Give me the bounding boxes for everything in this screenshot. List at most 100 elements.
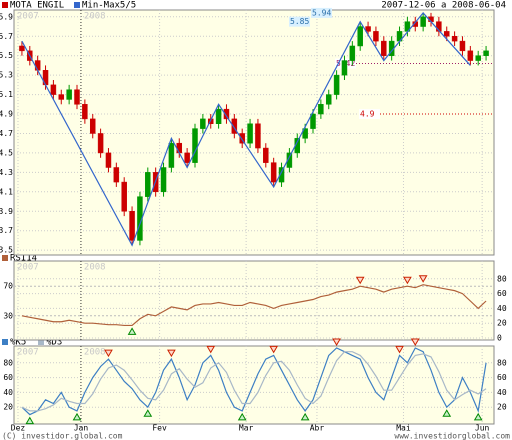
candle-body xyxy=(82,104,88,120)
candle-body xyxy=(278,167,285,183)
candle-body xyxy=(373,31,379,42)
candle-body xyxy=(176,142,183,154)
candle-body xyxy=(318,104,324,115)
series-line xyxy=(21,351,487,412)
candle-body xyxy=(89,118,96,134)
x-tick-label: Fev xyxy=(152,424,167,433)
x-tick-label: Dez xyxy=(11,424,26,433)
candle-body xyxy=(381,40,387,56)
candle-body xyxy=(255,123,261,149)
y-tick-label: 60 xyxy=(3,373,13,382)
level-label: 70 xyxy=(3,282,13,291)
x-tick-label: Mai xyxy=(396,424,411,433)
legend-swatch xyxy=(38,339,44,345)
y-tick-label: 0 xyxy=(497,334,502,343)
candle-body xyxy=(341,60,348,76)
candle-body xyxy=(475,55,481,61)
candle-body xyxy=(223,108,230,120)
candle-body xyxy=(50,84,57,95)
series-line xyxy=(21,284,487,327)
candle-body xyxy=(420,16,426,27)
candle-body xyxy=(286,152,293,168)
candle-body xyxy=(200,118,206,129)
buy-signal xyxy=(127,327,137,335)
panel-background xyxy=(13,345,495,425)
candle-body xyxy=(443,31,450,37)
sell-signal xyxy=(104,349,113,358)
candle-body xyxy=(349,45,356,61)
sell-signal xyxy=(403,276,412,285)
y-tick-label: 5.1 xyxy=(0,90,13,99)
legend-label: RSI14 xyxy=(10,254,37,264)
y-tick-label: 80 xyxy=(497,358,507,367)
y-tick-label: 60 xyxy=(497,373,507,382)
candle-body xyxy=(215,108,222,124)
candle-body xyxy=(145,172,151,197)
candle-body xyxy=(129,211,135,241)
year-label: 2008 xyxy=(84,12,106,22)
y-tick-label: 20 xyxy=(3,403,13,412)
legend-swatch xyxy=(2,255,8,261)
candle-body xyxy=(325,94,332,105)
buy-signal xyxy=(300,412,310,421)
candle-body xyxy=(365,26,371,32)
chart-title: MOTA ENGIL xyxy=(10,1,64,11)
candle-body xyxy=(58,94,65,100)
year-label: 2007 xyxy=(17,12,39,22)
panel-background xyxy=(13,260,495,341)
candle-body xyxy=(184,152,190,163)
y-tick-label: 5.3 xyxy=(0,71,13,80)
sell-signal xyxy=(206,345,216,354)
y-tick-label: 4.5 xyxy=(0,148,13,157)
candle-body xyxy=(270,162,277,183)
legend-label: %D3 xyxy=(46,338,62,348)
sell-signal xyxy=(418,275,428,283)
sell-signal xyxy=(269,345,279,354)
sell-signal xyxy=(410,338,420,346)
buy-signal xyxy=(143,409,153,417)
y-tick-label: 3.9 xyxy=(0,207,13,216)
level-label: 30 xyxy=(3,311,13,320)
zigzag-line xyxy=(21,11,471,247)
buy-signal xyxy=(72,412,82,421)
sell-signal xyxy=(332,338,341,346)
candle-body xyxy=(357,26,363,47)
level-box xyxy=(359,109,380,120)
level-box xyxy=(289,16,310,27)
candle-body xyxy=(459,40,466,52)
legend-swatch xyxy=(74,2,80,8)
legend-swatch xyxy=(2,2,8,8)
sell-signal xyxy=(167,349,176,358)
level-label: 4.9 xyxy=(360,110,375,119)
x-tick-label: Abr xyxy=(310,424,325,433)
candle-body xyxy=(436,21,442,32)
panel-background xyxy=(13,9,495,256)
y-tick-label: 40 xyxy=(497,304,507,313)
candle-body xyxy=(105,152,112,168)
legend-label: %K5 xyxy=(10,338,26,348)
chart-subtitle: 2007-12-06 a 2008-06-04 xyxy=(381,1,506,11)
buy-signal xyxy=(25,416,35,425)
candle-body xyxy=(263,147,269,163)
year-label: 2008 xyxy=(84,263,106,273)
candle-body xyxy=(239,133,245,144)
candle-body xyxy=(231,118,238,134)
y-tick-label: 4.1 xyxy=(0,187,13,196)
footer-right: www.investidorglobal.com xyxy=(394,432,510,440)
candle-body xyxy=(483,50,489,56)
y-tick-label: 20 xyxy=(497,403,507,412)
candle-body xyxy=(74,89,80,105)
y-tick-label: 20 xyxy=(497,319,507,328)
sell-signal xyxy=(395,345,404,354)
candle-body xyxy=(451,36,458,42)
level-box xyxy=(311,7,332,18)
y-tick-label: 5.5 xyxy=(0,51,13,60)
y-tick-label: 60 xyxy=(497,289,507,298)
candle-body xyxy=(34,60,41,71)
candle-body xyxy=(66,89,72,100)
candle-body xyxy=(302,128,308,139)
y-tick-label: 80 xyxy=(497,274,507,283)
y-tick-label: 3.5 xyxy=(0,246,13,255)
year-label: 2008 xyxy=(84,348,106,358)
buy-signal xyxy=(237,412,247,421)
